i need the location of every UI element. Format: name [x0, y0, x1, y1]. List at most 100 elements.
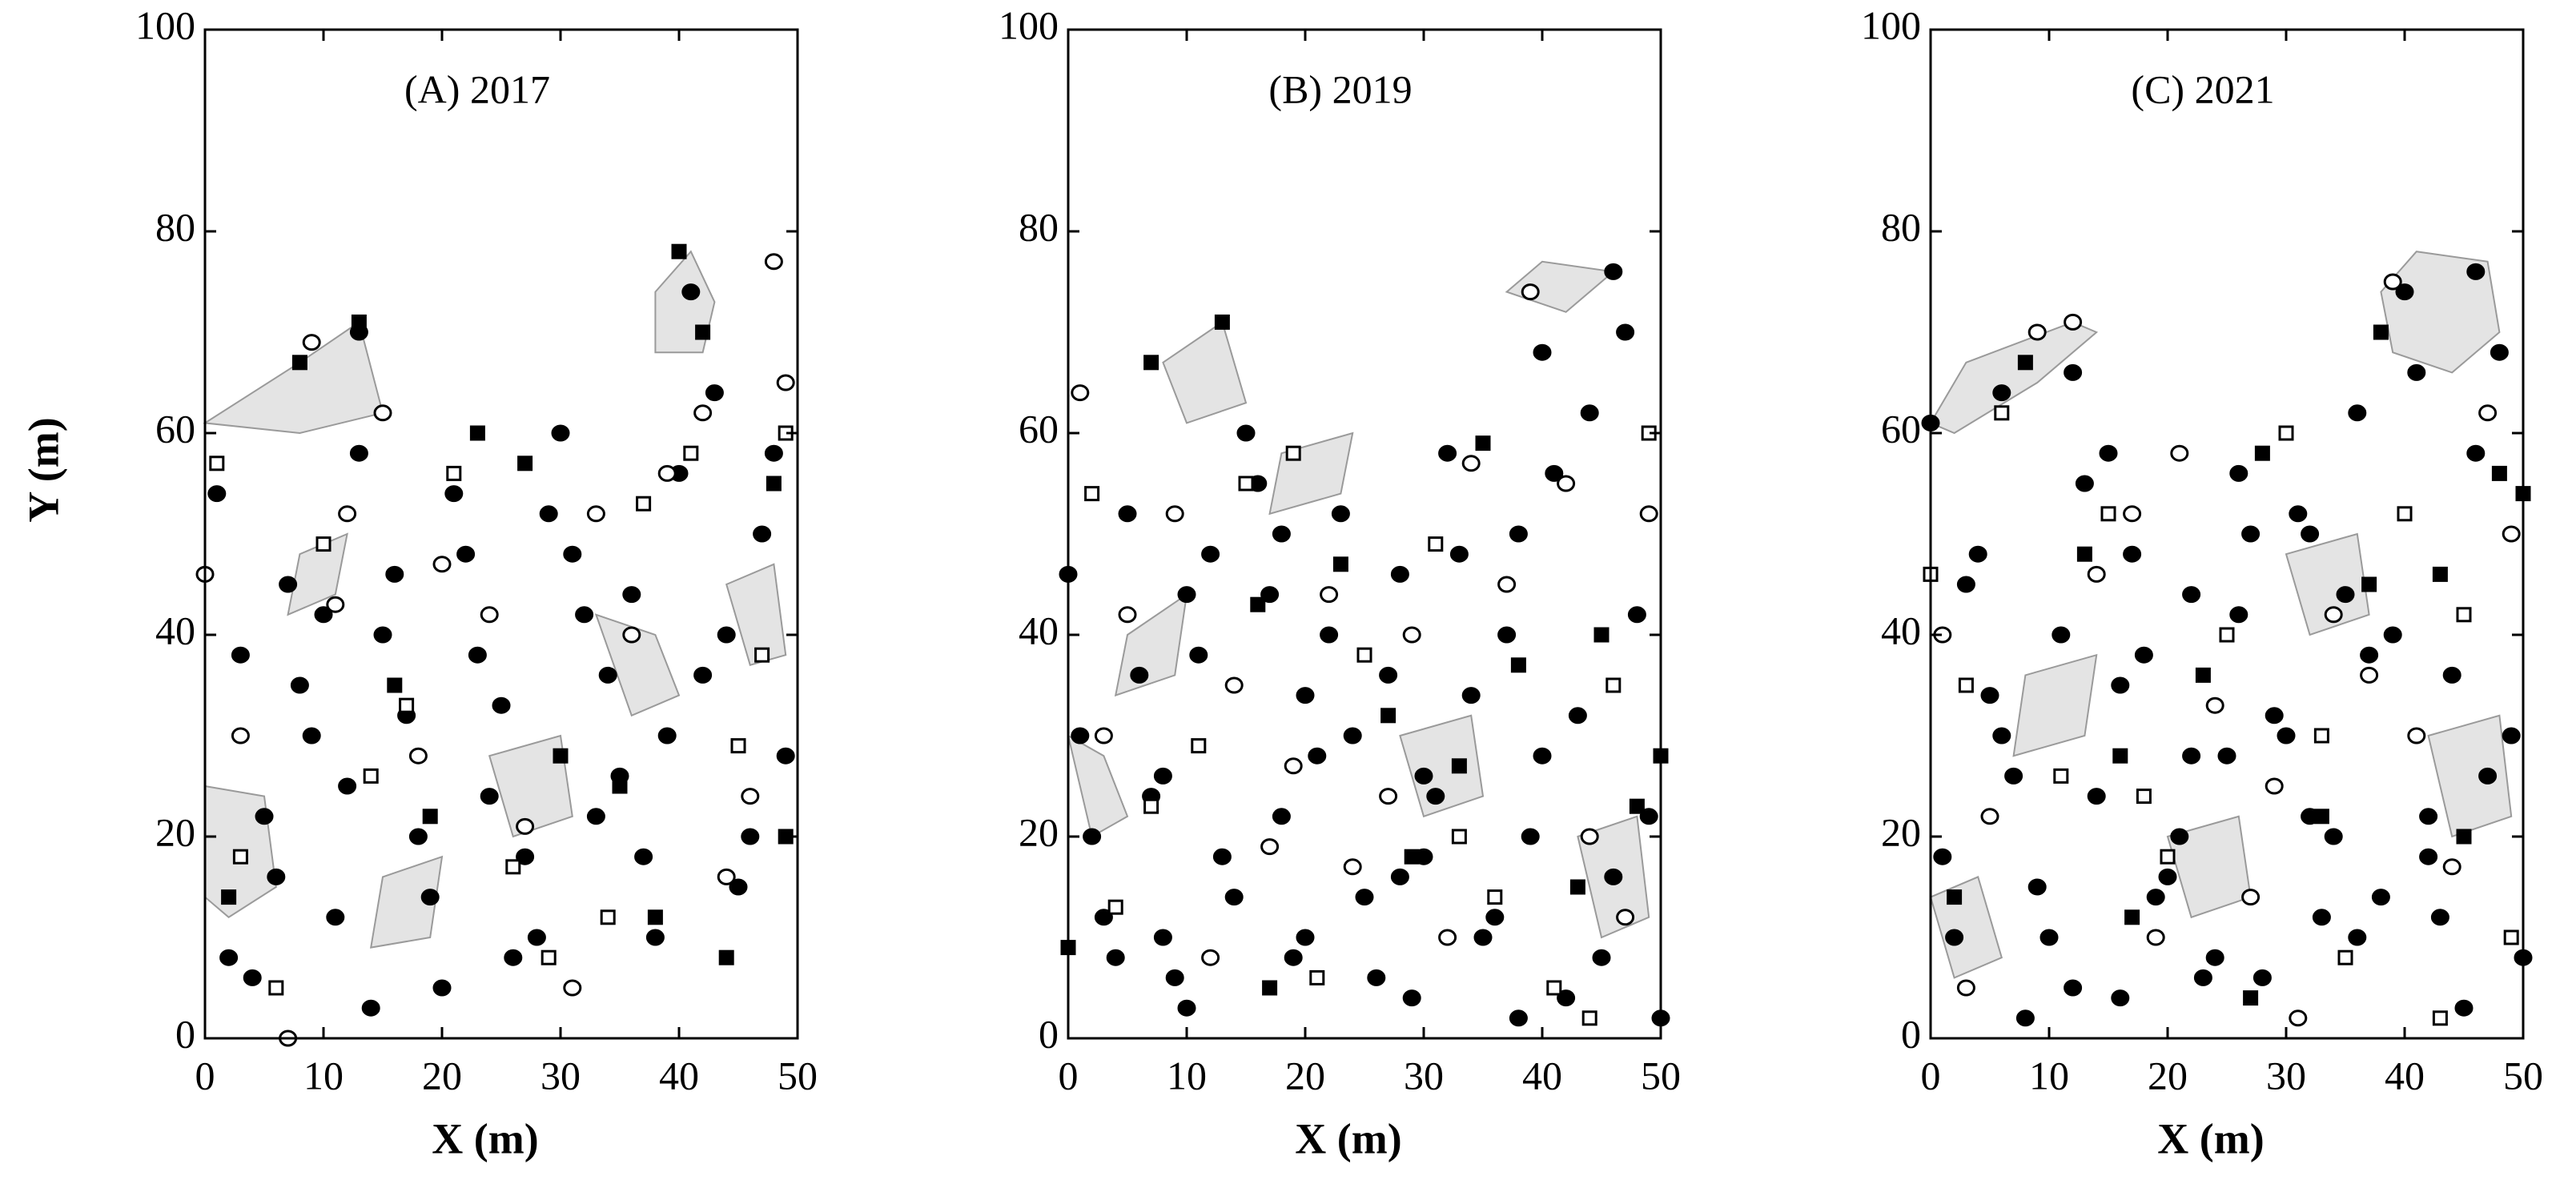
y-tick-label: 100	[999, 2, 1059, 47]
point	[683, 445, 699, 461]
point	[2442, 666, 2461, 684]
point	[2241, 525, 2261, 543]
y-tick-label: 40	[1019, 608, 1059, 652]
y-tick-label: 60	[155, 406, 195, 451]
plot-frame	[1929, 28, 2525, 1040]
point	[408, 828, 428, 845]
point	[1390, 565, 1409, 583]
point	[1284, 757, 1303, 775]
point	[657, 464, 677, 482]
point	[2289, 1009, 2308, 1027]
point	[2503, 929, 2519, 945]
point	[586, 808, 605, 825]
point	[764, 253, 783, 271]
territory-polygon	[2380, 251, 2501, 374]
point	[2027, 878, 2047, 896]
point	[1546, 980, 1562, 996]
point	[1533, 747, 1552, 765]
point	[267, 868, 286, 885]
point	[2229, 606, 2248, 624]
point	[385, 565, 404, 583]
point	[422, 809, 438, 825]
point	[2466, 444, 2486, 462]
point	[2432, 1010, 2448, 1026]
point	[2124, 909, 2140, 925]
point	[2112, 748, 2128, 764]
point	[1355, 889, 1374, 906]
point	[231, 727, 250, 744]
point	[243, 969, 262, 986]
point	[1106, 949, 1125, 966]
territory-polygon	[1505, 260, 1616, 313]
point	[468, 646, 487, 664]
point	[1308, 747, 1327, 765]
point	[1485, 909, 1505, 926]
point	[432, 979, 452, 997]
point	[315, 536, 332, 552]
point	[2075, 475, 2094, 492]
x-tick-label: 0	[1059, 1053, 1079, 1098]
point	[1191, 738, 1207, 754]
y-tick-label: 60	[1019, 406, 1059, 451]
point	[1224, 889, 1244, 906]
point	[1404, 849, 1420, 865]
point	[2087, 788, 2106, 805]
point	[1201, 949, 1220, 966]
point	[207, 485, 227, 503]
point	[2289, 505, 2308, 523]
point	[1992, 727, 2011, 744]
point	[1438, 444, 1457, 462]
point	[1177, 999, 1196, 1017]
point	[776, 374, 795, 391]
point	[1992, 384, 2011, 402]
point	[432, 556, 452, 573]
point	[2015, 1009, 2035, 1027]
y-axis-label: Y (m)	[19, 417, 67, 522]
point	[2324, 828, 2343, 845]
point	[657, 727, 677, 744]
point	[1426, 788, 1445, 805]
point	[2430, 909, 2449, 926]
point	[1994, 405, 2010, 421]
point	[1296, 929, 1315, 946]
point	[2123, 505, 2142, 523]
point	[1639, 808, 1658, 825]
point	[2217, 747, 2236, 765]
point	[1968, 545, 1987, 563]
point	[1521, 828, 1540, 845]
point	[1238, 476, 1254, 492]
point	[2313, 809, 2329, 825]
point	[586, 505, 605, 523]
point	[2053, 768, 2069, 784]
point	[2395, 283, 2414, 301]
point	[1568, 707, 1587, 724]
point	[1449, 545, 1469, 563]
point	[1629, 798, 1645, 814]
point	[1380, 708, 1397, 724]
point	[1593, 627, 1609, 643]
point	[420, 889, 440, 906]
point	[2348, 404, 2367, 422]
point	[349, 444, 368, 462]
point	[766, 476, 782, 492]
point	[221, 889, 237, 905]
point	[1580, 828, 1599, 845]
point	[563, 979, 582, 997]
point	[1094, 909, 1113, 926]
point	[1320, 626, 1339, 644]
point	[730, 738, 746, 754]
point	[2100, 506, 2116, 522]
point	[2123, 545, 2142, 563]
point	[741, 788, 760, 805]
point	[408, 747, 428, 765]
point	[1343, 727, 1362, 744]
y-tick-label: 20	[1881, 809, 1921, 854]
point	[551, 424, 570, 442]
point	[1260, 838, 1280, 856]
point	[444, 485, 464, 503]
point	[2456, 607, 2472, 623]
point	[1084, 486, 1100, 502]
point	[209, 456, 225, 472]
point	[2004, 767, 2023, 785]
x-axis-label: X (m)	[432, 1114, 538, 1162]
